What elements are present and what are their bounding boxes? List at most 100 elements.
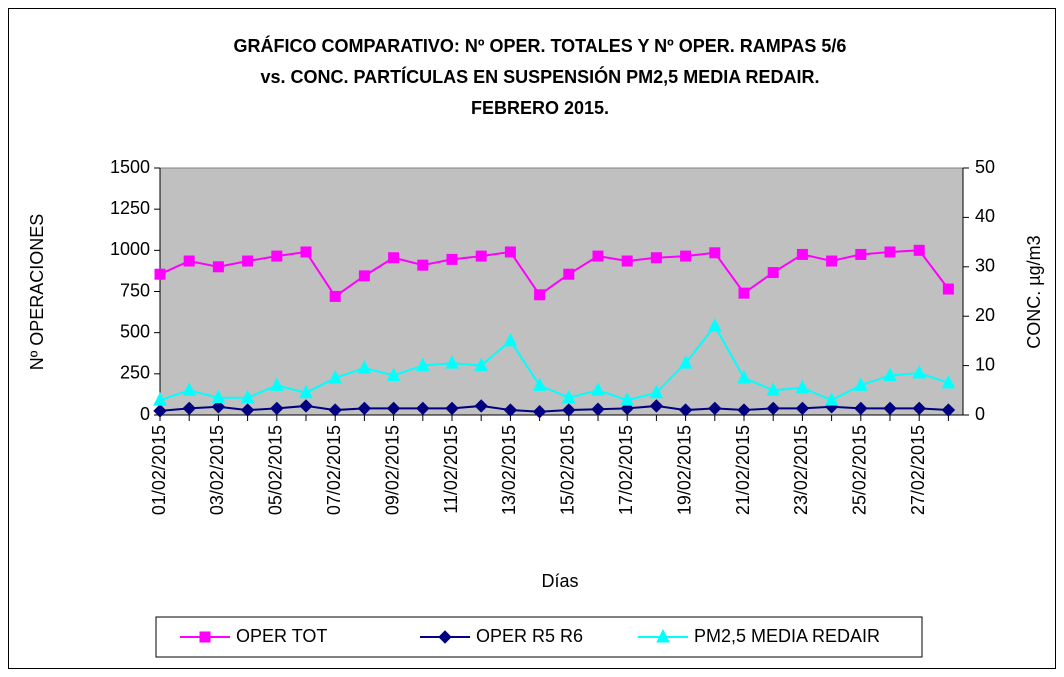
marker — [678, 403, 693, 417]
marker — [357, 359, 372, 374]
marker — [708, 401, 722, 416]
y-tick-label: 750 — [120, 280, 150, 300]
marker — [883, 367, 897, 381]
marker — [269, 377, 284, 391]
marker — [680, 250, 692, 262]
x-tick-label: 17/02/2015 — [616, 425, 636, 515]
marker — [300, 246, 312, 258]
y-tick-label: 1500 — [110, 157, 150, 177]
marker — [182, 401, 196, 416]
x-tick-label: 23/02/2015 — [791, 425, 811, 515]
x-tick-label: 09/02/2015 — [382, 425, 402, 515]
chart-title: GRÁFICO COMPARATIVO: Nº OPER. TOTALES Y … — [234, 35, 847, 56]
marker — [415, 357, 430, 372]
marker — [824, 392, 839, 406]
x-tick-label: 07/02/2015 — [324, 425, 344, 515]
marker — [503, 332, 518, 347]
y-tick-label: 500 — [120, 321, 150, 341]
marker — [591, 382, 605, 396]
marker — [199, 631, 211, 643]
marker — [386, 367, 401, 381]
plot-area — [159, 167, 964, 416]
marker — [328, 369, 343, 384]
series-line — [159, 404, 949, 413]
x-tick-label: 27/02/2015 — [908, 425, 928, 515]
marker — [767, 267, 779, 279]
series-line — [159, 249, 950, 298]
x-tick-label: 21/02/2015 — [733, 425, 753, 515]
marker — [591, 402, 605, 416]
marker — [211, 400, 226, 414]
x-tick-label: 15/02/2015 — [558, 425, 578, 515]
marker — [445, 401, 459, 416]
marker — [620, 392, 635, 406]
marker — [438, 630, 452, 644]
y-axis-title: Nº OPERACIONES — [27, 214, 47, 371]
legend — [155, 616, 923, 658]
x-tick-label: 13/02/2015 — [499, 425, 519, 515]
legend-label: PM2,5 MEDIA REDAIR — [694, 626, 880, 646]
marker — [649, 384, 664, 399]
marker — [649, 399, 664, 413]
marker — [153, 404, 167, 418]
marker — [795, 379, 810, 394]
marker — [913, 244, 925, 256]
y2-tick-label: 30 — [975, 256, 995, 276]
y2-tick-label: 10 — [975, 354, 995, 374]
marker — [941, 374, 956, 389]
y2-tick-label: 0 — [975, 404, 985, 424]
y2-tick-label: 20 — [975, 305, 995, 325]
x-tick-label: 19/02/2015 — [674, 425, 694, 515]
y2-axis-title: CONC. µg/m3 — [1024, 235, 1044, 348]
marker — [855, 248, 867, 260]
marker — [474, 399, 488, 413]
marker — [474, 357, 489, 372]
marker — [912, 364, 927, 379]
marker — [183, 255, 195, 267]
marker — [240, 389, 255, 404]
marker — [386, 401, 401, 416]
marker — [912, 401, 926, 416]
marker — [766, 401, 780, 416]
x-axis-title: Días — [541, 571, 578, 591]
marker — [240, 403, 255, 417]
marker — [795, 401, 810, 416]
marker — [534, 289, 546, 301]
marker — [561, 389, 576, 404]
chart-title: vs. CONC. PARTÍCULAS EN SUSPENSIÓN PM2,5… — [260, 66, 819, 87]
y-tick-label: 1000 — [110, 239, 150, 259]
marker — [678, 355, 693, 369]
x-tick-label: 25/02/2015 — [850, 425, 870, 515]
marker — [417, 259, 429, 271]
marker — [621, 255, 633, 267]
legend-label: OPER R5 R6 — [476, 626, 583, 646]
marker — [475, 250, 487, 262]
marker — [416, 401, 430, 416]
marker — [884, 246, 896, 258]
marker — [796, 248, 808, 260]
marker — [563, 268, 575, 280]
marker — [329, 290, 341, 302]
x-tick-label: 05/02/2015 — [266, 425, 286, 515]
marker — [650, 252, 662, 264]
marker — [211, 389, 226, 404]
marker — [182, 382, 197, 396]
marker — [853, 377, 868, 391]
marker — [656, 628, 670, 643]
y-tick-label: 1250 — [110, 198, 150, 218]
chart-title: FEBRERO 2015. — [471, 98, 609, 118]
marker — [357, 401, 372, 416]
marker — [212, 261, 224, 273]
y-tick-label: 0 — [140, 404, 150, 424]
marker — [942, 283, 954, 295]
marker — [738, 287, 750, 299]
marker — [709, 247, 721, 259]
marker — [532, 377, 547, 391]
marker — [562, 403, 576, 417]
marker — [299, 399, 313, 413]
marker — [153, 392, 167, 406]
marker — [737, 403, 751, 417]
marker — [766, 382, 781, 396]
marker — [154, 268, 166, 280]
